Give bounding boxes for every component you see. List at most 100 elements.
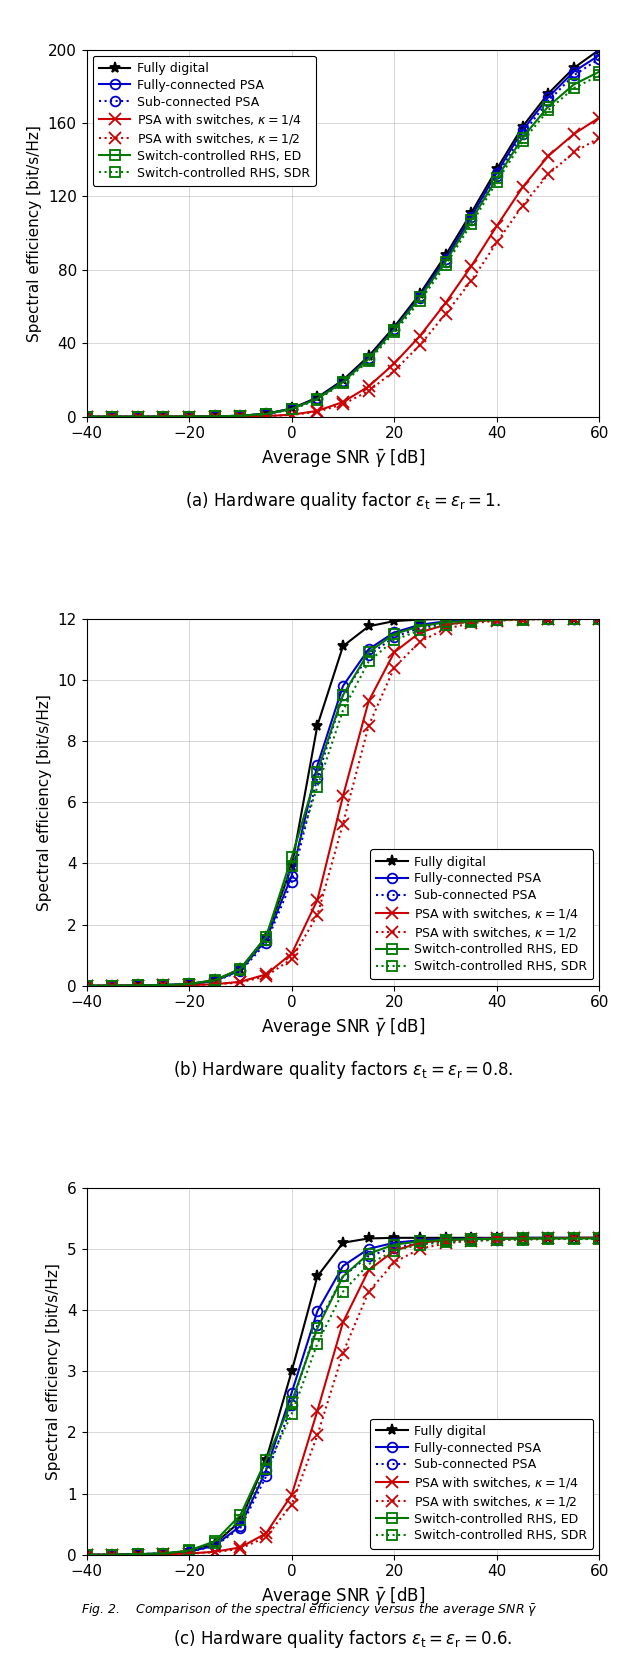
- PSA with switches, $\kappa = 1/4$: [519, 177, 527, 197]
- PSA with switches, $\kappa = 1/4$: [159, 407, 167, 427]
- Fully-connected PSA: [519, 609, 527, 629]
- X-axis label: Average SNR $\bar{\gamma}$ [dB]: Average SNR $\bar{\gamma}$ [dB]: [261, 1016, 425, 1039]
- Fully-connected PSA: [159, 976, 167, 996]
- PSA with switches, $\kappa = 1/2$: [493, 610, 501, 630]
- PSA with switches, $\kappa = 1/4$: [596, 609, 603, 629]
- Sub-connected PSA: [237, 405, 244, 425]
- Text: (c) Hardware quality factors $\varepsilon_\mathrm{t} = \varepsilon_\mathrm{r} = : (c) Hardware quality factors $\varepsilo…: [173, 1628, 513, 1651]
- Switch-controlled RHS, ED: [417, 617, 424, 637]
- Switch-controlled RHS, SDR: [211, 407, 219, 427]
- Sub-connected PSA: [211, 971, 219, 991]
- PSA with switches, $\kappa = 1/2$: [468, 271, 475, 291]
- Line: PSA with switches, $\kappa = 1/2$: PSA with switches, $\kappa = 1/2$: [80, 1232, 606, 1561]
- Fully digital: [442, 1227, 449, 1247]
- Switch-controlled RHS, SDR: [391, 323, 398, 342]
- PSA with switches, $\kappa = 1/2$: [519, 610, 527, 630]
- Switch-controlled RHS, ED: [134, 976, 142, 996]
- Fully digital: [263, 404, 270, 423]
- Switch-controlled RHS, SDR: [570, 609, 578, 629]
- Switch-controlled RHS, ED: [211, 1532, 219, 1551]
- Switch-controlled RHS, ED: [493, 1229, 501, 1249]
- Fully-connected PSA: [185, 1542, 193, 1561]
- PSA with switches, $\kappa = 1/4$: [263, 1523, 270, 1543]
- Switch-controlled RHS, SDR: [442, 1232, 449, 1252]
- Switch-controlled RHS, ED: [468, 210, 475, 230]
- Fully digital: [596, 609, 603, 629]
- Fully-connected PSA: [159, 407, 167, 427]
- PSA with switches, $\kappa = 1/2$: [417, 1239, 424, 1259]
- Switch-controlled RHS, SDR: [134, 407, 142, 427]
- PSA with switches, $\kappa = 1/4$: [339, 786, 347, 805]
- Fully-connected PSA: [596, 45, 603, 65]
- Fully digital: [185, 974, 193, 994]
- PSA with switches, $\kappa = 1/4$: [596, 108, 603, 127]
- Fully digital: [314, 1267, 321, 1287]
- Fully-connected PSA: [417, 286, 424, 306]
- Y-axis label: Spectral efficiency [bit/s/Hz]: Spectral efficiency [bit/s/Hz]: [46, 1262, 62, 1480]
- Switch-controlled RHS, ED: [288, 399, 295, 418]
- Fully-connected PSA: [544, 609, 552, 629]
- Fully digital: [493, 1227, 501, 1247]
- PSA with switches, $\kappa = 1/4$: [159, 1545, 167, 1565]
- Sub-connected PSA: [570, 1229, 578, 1249]
- Sub-connected PSA: [596, 609, 603, 629]
- Fully digital: [83, 976, 90, 996]
- Switch-controlled RHS, ED: [237, 959, 244, 979]
- Fully-connected PSA: [596, 1227, 603, 1247]
- Fully-connected PSA: [417, 615, 424, 635]
- Fully-connected PSA: [263, 930, 270, 949]
- Fully-connected PSA: [314, 389, 321, 409]
- Sub-connected PSA: [417, 1234, 424, 1254]
- Fully digital: [237, 1512, 244, 1532]
- Line: Sub-connected PSA: Sub-connected PSA: [82, 55, 604, 422]
- PSA with switches, $\kappa = 1/2$: [237, 973, 244, 992]
- Fully digital: [417, 610, 424, 630]
- Switch-controlled RHS, ED: [570, 609, 578, 629]
- Fully digital: [109, 1545, 116, 1565]
- PSA with switches, $\kappa = 1/2$: [83, 407, 90, 427]
- Fully-connected PSA: [83, 976, 90, 996]
- PSA with switches, $\kappa = 1/2$: [109, 976, 116, 996]
- Switch-controlled RHS, SDR: [185, 407, 193, 427]
- Switch-controlled RHS, ED: [288, 847, 295, 867]
- Sub-connected PSA: [237, 1518, 244, 1538]
- Switch-controlled RHS, ED: [109, 976, 116, 996]
- PSA with switches, $\kappa = 1/4$: [468, 256, 475, 276]
- Switch-controlled RHS, SDR: [288, 857, 295, 877]
- Fully digital: [493, 609, 501, 629]
- PSA with switches, $\kappa = 1/2$: [570, 1229, 578, 1249]
- Fully digital: [365, 1229, 373, 1249]
- PSA with switches, $\kappa = 1/4$: [365, 691, 373, 711]
- Switch-controlled RHS, SDR: [237, 1510, 244, 1530]
- Sub-connected PSA: [519, 124, 527, 144]
- Sub-connected PSA: [263, 1467, 270, 1487]
- Switch-controlled RHS, SDR: [442, 615, 449, 635]
- Sub-connected PSA: [263, 933, 270, 953]
- Sub-connected PSA: [288, 872, 295, 892]
- PSA with switches, $\kappa = 1/4$: [83, 976, 90, 996]
- Switch-controlled RHS, ED: [570, 1229, 578, 1249]
- Switch-controlled RHS, ED: [417, 288, 424, 308]
- Switch-controlled RHS, SDR: [263, 930, 270, 949]
- PSA with switches, $\kappa = 1/4$: [263, 407, 270, 427]
- Switch-controlled RHS, ED: [134, 1545, 142, 1565]
- Fully-connected PSA: [109, 976, 116, 996]
- Switch-controlled RHS, ED: [314, 1318, 321, 1338]
- Sub-connected PSA: [83, 976, 90, 996]
- Fully digital: [134, 1545, 142, 1565]
- Switch-controlled RHS, ED: [493, 610, 501, 630]
- Switch-controlled RHS, SDR: [83, 407, 90, 427]
- Fully digital: [211, 1533, 219, 1553]
- Fully-connected PSA: [596, 609, 603, 629]
- Fully-connected PSA: [339, 676, 347, 696]
- Switch-controlled RHS, ED: [519, 609, 527, 629]
- Line: Switch-controlled RHS, ED: Switch-controlled RHS, ED: [82, 614, 604, 991]
- Fully digital: [596, 1227, 603, 1247]
- Line: Switch-controlled RHS, ED: Switch-controlled RHS, ED: [82, 66, 604, 422]
- Sub-connected PSA: [570, 66, 578, 86]
- Sub-connected PSA: [391, 627, 398, 647]
- Fully digital: [570, 1227, 578, 1247]
- Switch-controlled RHS, ED: [596, 1229, 603, 1249]
- Switch-controlled RHS, ED: [159, 407, 167, 427]
- Fully digital: [519, 1227, 527, 1247]
